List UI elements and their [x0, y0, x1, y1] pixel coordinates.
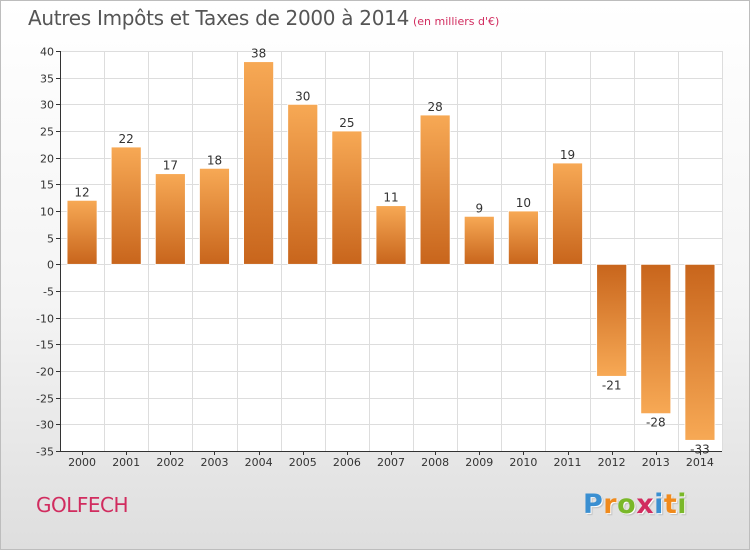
x-tick-label: 2008	[421, 456, 449, 469]
y-tick-label: -30	[36, 419, 54, 432]
data-label-2014: -33	[690, 442, 710, 456]
y-tick-label: 5	[47, 233, 54, 246]
x-tick-label: 2007	[377, 456, 405, 469]
x-tick-label: 2000	[68, 456, 96, 469]
proxiti-logo: Proxiti	[583, 489, 687, 520]
commune-name: GOLFECH	[36, 493, 129, 517]
y-tick-label: 10	[40, 206, 54, 219]
data-label-2013: -28	[646, 416, 666, 430]
y-tick-label: 0	[47, 259, 54, 272]
bar-2000	[66, 199, 98, 265]
data-labels: 12 22 17 18 38 30 25 11 28 9 10 19 -21 -28 -33	[74, 47, 709, 457]
logo-letter: o	[617, 489, 637, 520]
data-label-2009: 9	[475, 201, 483, 215]
data-label-2002: 17	[163, 159, 178, 173]
y-tick-label: 30	[40, 99, 54, 112]
chart-title-text: Autres Impôts et Taxes de 2000 à 2014	[28, 6, 409, 30]
y-tick-label: -35	[36, 446, 54, 459]
axes: 40 35 30 25 20 15 10 5 0 -5 -10 -15 -20 -25 -30 -35 2000…	[36, 46, 722, 469]
x-tick-label: 2012	[598, 456, 626, 469]
data-label-2001: 22	[119, 132, 134, 146]
chart-subtitle: (en milliers d'€)	[413, 15, 500, 28]
data-label-2010: 10	[516, 196, 531, 210]
y-tick-label: 20	[40, 153, 54, 166]
bar-2006	[331, 130, 363, 265]
y-tick-label: -15	[36, 339, 54, 352]
data-label-2007: 11	[383, 191, 398, 205]
logo-letter: i	[654, 489, 664, 520]
data-label-2011: 19	[560, 148, 575, 162]
y-tick-label: -25	[36, 393, 54, 406]
logo-letter: t	[663, 489, 678, 520]
y-tick-label: 25	[40, 126, 54, 139]
logo-letter: r	[603, 489, 618, 520]
chart-title: Autres Impôts et Taxes de 2000 à 2014 (en…	[28, 6, 499, 30]
bar-2004	[243, 61, 275, 265]
y-tick-label: -20	[36, 366, 54, 379]
x-tick-label: 2001	[112, 456, 140, 469]
bar-2013	[640, 263, 672, 415]
logo-letter: i	[677, 489, 688, 520]
x-tick-label: 2003	[200, 456, 228, 469]
x-tick-label: 2009	[465, 456, 493, 469]
y-tick-label: -10	[36, 313, 54, 326]
y-tick-label: 35	[40, 73, 54, 86]
bar-2002	[154, 173, 186, 265]
bar-2008	[419, 114, 451, 265]
data-label-2004: 38	[251, 47, 266, 61]
x-tick-label: 2013	[642, 456, 670, 469]
x-tick-label: 2004	[245, 456, 273, 469]
bar-2011	[552, 162, 583, 265]
y-tick-label: -5	[43, 286, 54, 299]
bar-2012	[596, 263, 628, 377]
bar-2009	[463, 215, 495, 265]
x-tick-label: 2014	[686, 456, 714, 469]
x-tick-label: 2005	[289, 456, 317, 469]
bar-2005	[287, 103, 319, 265]
data-label-2008: 28	[427, 100, 442, 114]
x-tick-label: 2006	[333, 456, 361, 469]
x-tick-label: 2002	[156, 456, 184, 469]
data-label-2012: -21	[602, 378, 622, 392]
bar-2001	[110, 146, 142, 265]
data-label-2005: 30	[295, 89, 310, 103]
y-tick-label: 15	[40, 179, 54, 192]
y-tick-label: 40	[40, 46, 54, 59]
bar-2014	[684, 263, 716, 441]
x-tick-label: 2010	[509, 456, 537, 469]
x-tick-label: 2011	[554, 456, 582, 469]
bar-2010	[507, 210, 539, 265]
bars	[66, 61, 716, 441]
bar-2003	[199, 167, 230, 265]
bar-2007	[375, 205, 407, 265]
data-label-2000: 12	[74, 185, 89, 199]
data-label-2006: 25	[339, 116, 354, 130]
logo-letter: x	[636, 489, 655, 520]
logo-letter: P	[583, 489, 604, 520]
data-label-2003: 18	[207, 153, 222, 167]
